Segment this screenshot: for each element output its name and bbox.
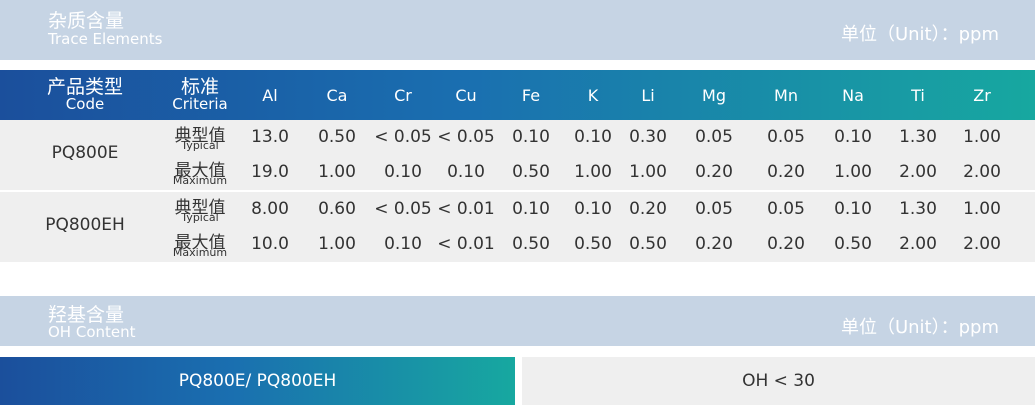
cell-value: 2.00 xyxy=(899,234,937,254)
oh-title-cn: 羟基含量 xyxy=(48,304,125,326)
cell-value: 0.10 xyxy=(384,162,422,182)
row-band xyxy=(0,120,1035,190)
code-cn: 产品类型 xyxy=(46,76,124,98)
cell-value: 2.00 xyxy=(963,162,1001,182)
cell-value: 0.10 xyxy=(834,199,872,219)
cell-value: 0.50 xyxy=(318,127,356,147)
oh-header-bar xyxy=(0,296,1035,346)
oh-value: OH < 30 xyxy=(522,357,1035,405)
cell-value: 0.20 xyxy=(767,234,805,254)
criteria-en: Criteria xyxy=(172,95,228,113)
row-band xyxy=(0,192,1035,262)
element-header: Ca xyxy=(326,86,348,105)
cell-value: 0.05 xyxy=(767,127,805,147)
cell-value: 0.60 xyxy=(318,199,356,219)
cell-value: 0.30 xyxy=(629,127,667,147)
criteria-label-cn: 典型值 xyxy=(174,126,226,146)
cell-value: 13.0 xyxy=(251,127,289,147)
cell-value: 0.50 xyxy=(512,162,550,182)
product-name: PQ800E xyxy=(51,143,119,163)
element-header: Fe xyxy=(521,86,541,105)
criteria-label-en: Typical xyxy=(181,139,219,152)
element-header: Ti xyxy=(911,86,925,105)
cell-value: 19.0 xyxy=(251,162,289,182)
element-header: Cr xyxy=(394,86,412,105)
cell-value: 0.10 xyxy=(447,162,485,182)
criteria-label-cn: 典型值 xyxy=(174,198,226,218)
trace-title-en: Trace Elements xyxy=(48,30,163,48)
cell-value: < 0.05 xyxy=(437,127,495,147)
criteria-label-en: Maximum xyxy=(172,246,228,259)
cell-value: 0.05 xyxy=(695,127,733,147)
element-header: Mg xyxy=(702,86,726,105)
trace-title-cn: 杂质含量 xyxy=(48,10,125,32)
criteria-label-cn: 最大值 xyxy=(174,233,226,253)
cell-value: 0.20 xyxy=(695,234,733,254)
cell-value: 1.00 xyxy=(963,199,1001,219)
criteria-cn: 标准 xyxy=(180,76,220,98)
cell-value: 2.00 xyxy=(963,234,1001,254)
element-header: K xyxy=(587,86,599,105)
criteria-label-en: Maximum xyxy=(172,174,228,187)
cell-value: 0.50 xyxy=(834,234,872,254)
cell-value: 10.0 xyxy=(251,234,289,254)
cell-value: < 0.05 xyxy=(374,199,432,219)
cell-value: 0.20 xyxy=(767,162,805,182)
cell-value: 1.30 xyxy=(899,199,937,219)
code-en: Code xyxy=(65,95,105,113)
cell-value: 1.00 xyxy=(629,162,667,182)
oh-unit: 单位（Unit）：ppm xyxy=(840,317,999,338)
cell-value: 1.30 xyxy=(899,127,937,147)
element-header: Mn xyxy=(774,86,798,105)
cell-value: 1.00 xyxy=(834,162,872,182)
cell-value: 1.00 xyxy=(963,127,1001,147)
trace-header-bar xyxy=(0,0,1035,60)
cell-value: 2.00 xyxy=(899,162,937,182)
criteria-label-cn: 最大值 xyxy=(174,161,226,181)
cell-value: 0.50 xyxy=(574,234,612,254)
cell-value: 0.10 xyxy=(384,234,422,254)
oh-product: PQ800E/ PQ800EH xyxy=(0,357,515,405)
oh-title-en: OH Content xyxy=(48,323,136,341)
element-header: Al xyxy=(262,86,278,105)
cell-value: < 0.05 xyxy=(374,127,432,147)
table-header xyxy=(0,70,1035,120)
cell-value: 0.10 xyxy=(834,127,872,147)
cell-value: 0.50 xyxy=(512,234,550,254)
element-header: Li xyxy=(641,86,655,105)
product-name: PQ800EH xyxy=(45,215,125,235)
element-header: Zr xyxy=(973,86,991,105)
cell-value: 1.00 xyxy=(318,162,356,182)
cell-value: 0.05 xyxy=(695,199,733,219)
cell-value: 0.50 xyxy=(629,234,667,254)
cell-value: < 0.01 xyxy=(437,234,495,254)
cell-value: 8.00 xyxy=(251,199,289,219)
element-header: Cu xyxy=(455,86,477,105)
cell-value: 0.10 xyxy=(512,127,550,147)
cell-value: 0.20 xyxy=(695,162,733,182)
cell-value: 0.10 xyxy=(574,127,612,147)
cell-value: 0.05 xyxy=(767,199,805,219)
cell-value: 1.00 xyxy=(574,162,612,182)
trace-unit: 单位（Unit）：ppm xyxy=(840,24,999,45)
cell-value: < 0.01 xyxy=(437,199,495,219)
element-header: Na xyxy=(842,86,864,105)
criteria-label-en: Typical xyxy=(181,211,219,224)
cell-value: 1.00 xyxy=(318,234,356,254)
cell-value: 0.10 xyxy=(574,199,612,219)
cell-value: 0.10 xyxy=(512,199,550,219)
cell-value: 0.20 xyxy=(629,199,667,219)
